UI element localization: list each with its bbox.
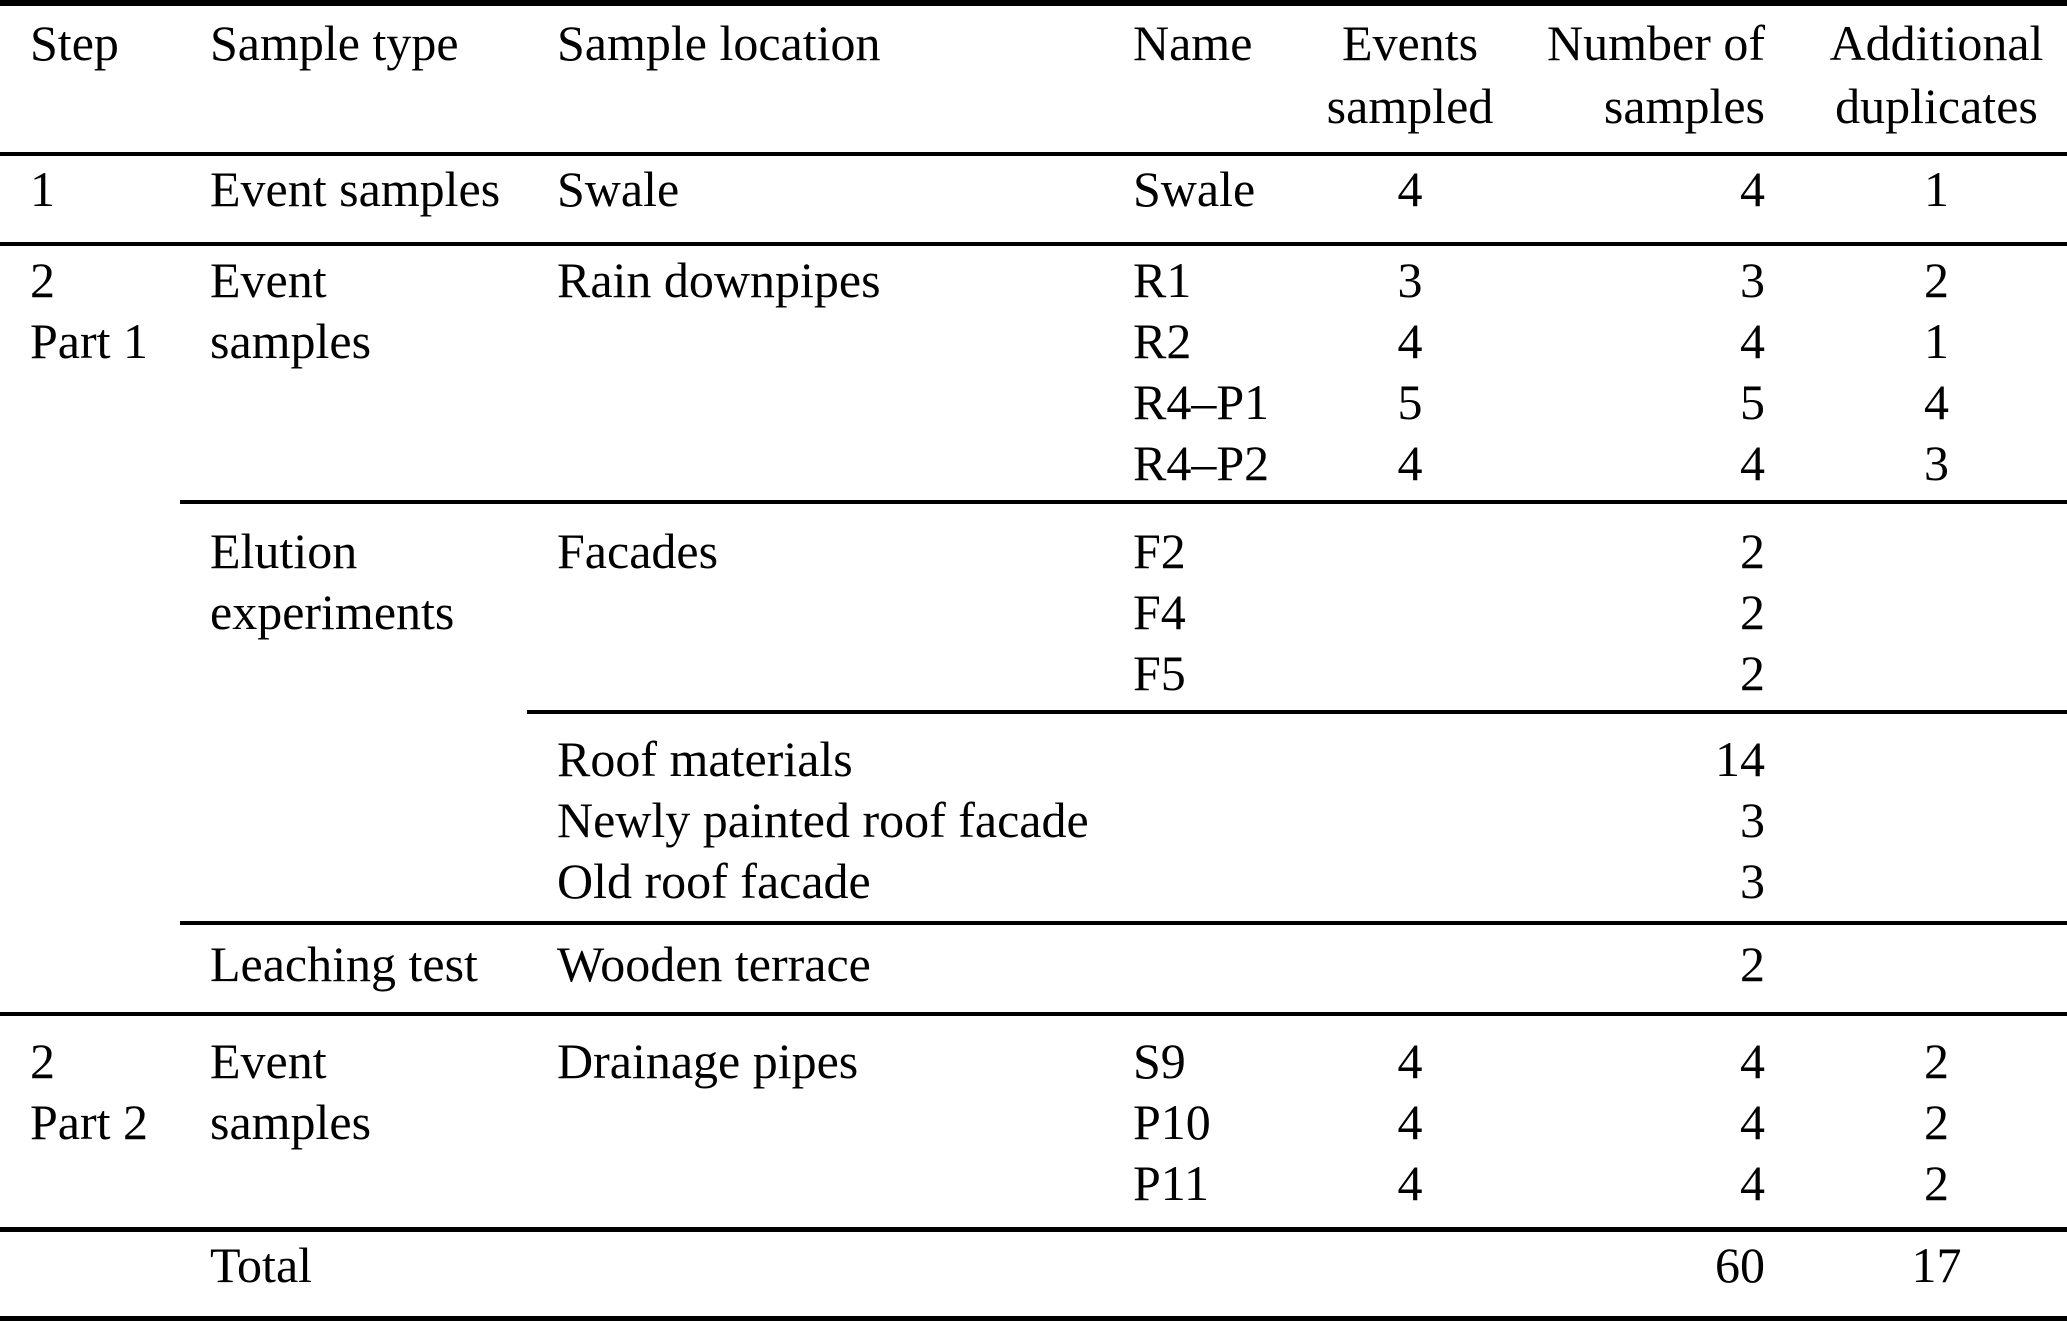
table-row-step1-swale: 1 Event samples Swale Swale 4 4 1: [0, 154, 2067, 246]
cell-additional-duplicates: [1790, 500, 2067, 712]
cell-number-of-samples: 4 4 4: [1500, 1014, 1790, 1232]
cell-additional-duplicates: 2 1 4 3: [1924, 252, 1949, 491]
cell-events-sampled: [1320, 500, 1500, 712]
cell-sample-location: Swale: [527, 154, 1103, 246]
cell-total-label: Total: [210, 1237, 313, 1293]
cell-name: [1103, 921, 1320, 1016]
cell-number-of-samples: 2 2 2: [1500, 500, 1790, 712]
header-events-sampled: Events sampled: [1320, 3, 1500, 156]
table-row-step2p1-rain-downpipes: 2 Part 1 Event samples Rain downpipes R1…: [0, 244, 2067, 502]
cell-name: Swale: [1103, 154, 1320, 246]
cell-name: [1103, 710, 1320, 923]
cell-step: [0, 1230, 180, 1319]
cell-sample-location: Wooden terrace: [527, 921, 1103, 1016]
table-header-row: Step Sample type Sample location Name Ev…: [0, 3, 2067, 156]
cell-step: [0, 502, 180, 712]
table-row-elution-facades: Elution experiments Facades F2 F4 F5 2 2…: [0, 500, 2067, 712]
cell-events-sampled: 4: [1320, 154, 1500, 246]
cell-step: 1: [0, 154, 180, 246]
header-sample-location: Sample location: [527, 3, 1103, 156]
cell-name: R1 R2 R4–P1 R4–P2: [1133, 252, 1270, 491]
cell-sample-location: Rain downpipes: [557, 252, 881, 308]
cell-additional-duplicates: 2 2 2: [1790, 1014, 2067, 1232]
cell-additional-duplicates: [1790, 710, 2067, 923]
cell-sample-type: Event samples: [210, 252, 372, 369]
cell-sample-type: Leaching test: [180, 921, 527, 1016]
cell-step: 2 Part 1: [30, 252, 149, 369]
cell-step: [0, 712, 180, 923]
table-row-leaching-wooden-terrace: Leaching test Wooden terrace 2: [0, 921, 2067, 1016]
cell-events-sampled: [1320, 710, 1500, 923]
header-additional-duplicates: Additional duplicates: [1790, 3, 2067, 156]
cell-sample-location: Facades: [527, 500, 1103, 712]
table-row-total: Total 60 17: [0, 1230, 2067, 1319]
cell-name: S9 P10 P11: [1103, 1014, 1320, 1232]
cell-additional-duplicates: [1790, 921, 2067, 1016]
header-name: Name: [1103, 3, 1320, 156]
cell-number-of-samples: 4: [1500, 154, 1790, 246]
cell-sample-location: [527, 1230, 1103, 1319]
cell-total-additional-duplicates: 17: [1911, 1237, 1962, 1293]
cell-number-of-samples: 14 3 3: [1500, 710, 1790, 923]
cell-name: [1103, 1230, 1320, 1319]
header-number-of-samples: Number of samples: [1500, 3, 1790, 156]
cell-number-of-samples: 3 4 5 4: [1740, 252, 1765, 491]
cell-step: 2 Part 2: [0, 1014, 180, 1232]
cell-events-sampled: 4 4 4: [1320, 1014, 1500, 1232]
cell-events-sampled: 3 4 5 4: [1397, 252, 1423, 491]
cell-total-number-of-samples: 60: [1715, 1237, 1765, 1293]
cell-events-sampled: [1320, 1230, 1500, 1319]
header-step: Step: [0, 3, 180, 156]
header-sample-type: Sample type: [180, 3, 527, 156]
cell-sample-location: Roof materials Newly painted roof facade…: [527, 710, 1103, 923]
cell-sample-type: Elution experiments: [180, 500, 527, 712]
cell-sample-type: [180, 712, 527, 923]
cell-additional-duplicates: 1: [1790, 154, 2067, 246]
cell-name: F2 F4 F5: [1103, 500, 1320, 712]
cell-sample-type: Event samples: [180, 1014, 527, 1232]
cell-number-of-samples: 2: [1500, 921, 1790, 1016]
table-row-elution-roof-materials: Roof materials Newly painted roof facade…: [0, 710, 2067, 923]
cell-sample-type: Event samples: [180, 154, 527, 246]
cell-events-sampled: [1320, 921, 1500, 1016]
cell-step: [0, 923, 180, 1016]
cell-sample-location: Drainage pipes: [527, 1014, 1103, 1232]
table-row-step2p2-drainage-pipes: 2 Part 2 Event samples Drainage pipes S9…: [0, 1014, 2067, 1232]
